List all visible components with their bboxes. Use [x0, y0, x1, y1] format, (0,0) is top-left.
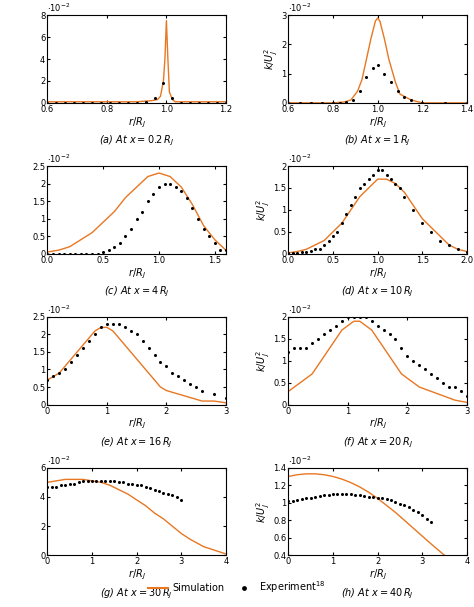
Title: (f) At $x = 20\,R_J$: (f) At $x = 20\,R_J$	[343, 436, 413, 450]
Y-axis label: $k/U_J^2$: $k/U_J^2$	[255, 198, 272, 221]
Text: $\cdot10^{-2}$: $\cdot10^{-2}$	[47, 304, 71, 316]
Text: $\cdot10^{-2}$: $\cdot10^{-2}$	[47, 455, 71, 467]
Text: $\cdot10^{-2}$: $\cdot10^{-2}$	[288, 455, 312, 467]
Title: (d) At $x = 10\,R_J$: (d) At $x = 10\,R_J$	[341, 285, 414, 299]
X-axis label: $r/R_J$: $r/R_J$	[128, 417, 146, 432]
X-axis label: $r/R_J$: $r/R_J$	[369, 266, 387, 280]
Text: $\cdot10^{-2}$: $\cdot10^{-2}$	[288, 304, 312, 316]
Title: (g) At $x = 30\,R_J$: (g) At $x = 30\,R_J$	[100, 586, 173, 601]
Y-axis label: $k/U_J^2$: $k/U_J^2$	[262, 48, 280, 70]
X-axis label: $r/R_J$: $r/R_J$	[128, 568, 146, 582]
Title: (b) At $x = 1\,R_J$: (b) At $x = 1\,R_J$	[344, 134, 411, 149]
Text: $\cdot10^{-2}$: $\cdot10^{-2}$	[47, 2, 71, 15]
Title: (c) At $x = 4\,R_J$: (c) At $x = 4\,R_J$	[104, 285, 170, 299]
X-axis label: $r/R_J$: $r/R_J$	[128, 266, 146, 280]
Text: $\cdot10^{-2}$: $\cdot10^{-2}$	[47, 153, 71, 165]
Title: (h) At $x = 40\,R_J$: (h) At $x = 40\,R_J$	[341, 586, 414, 601]
Title: (e) At $x = 16\,R_J$: (e) At $x = 16\,R_J$	[100, 436, 173, 450]
Title: (a) At $x = 0.2\,R_J$: (a) At $x = 0.2\,R_J$	[99, 134, 174, 149]
Y-axis label: $k/U_J^2$: $k/U_J^2$	[255, 350, 272, 372]
Legend: Simulation, Experiment$^{18}$: Simulation, Experiment$^{18}$	[145, 575, 329, 599]
Y-axis label: $k/U_J^2$: $k/U_J^2$	[254, 500, 272, 523]
Text: $\cdot10^{-2}$: $\cdot10^{-2}$	[288, 153, 312, 165]
X-axis label: $r/R_J$: $r/R_J$	[369, 115, 387, 130]
X-axis label: $r/R_J$: $r/R_J$	[128, 115, 146, 130]
Text: $\cdot10^{-2}$: $\cdot10^{-2}$	[288, 2, 312, 15]
X-axis label: $r/R_J$: $r/R_J$	[369, 568, 387, 582]
X-axis label: $r/R_J$: $r/R_J$	[369, 417, 387, 432]
